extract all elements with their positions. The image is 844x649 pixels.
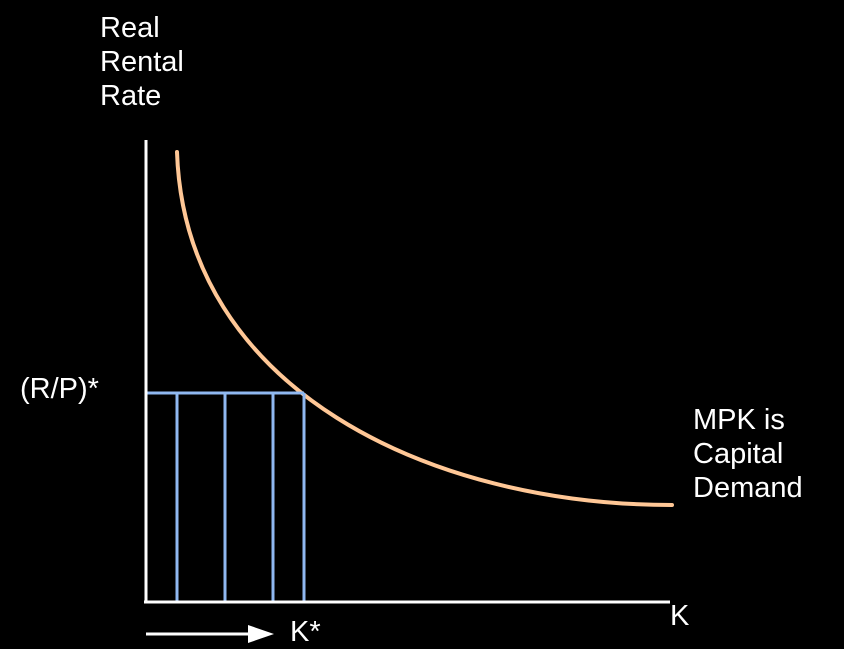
y-axis-label-line: Rate [100, 80, 162, 112]
curve-label-line: Capital [693, 438, 784, 470]
arrow-right-icon [146, 625, 274, 643]
y-axis-label-line: Real [100, 12, 160, 44]
mpk-curve-label: MPK is Capital Demand [693, 403, 803, 505]
y-axis-label: Real Rental Rate [100, 11, 184, 113]
capital-bars [146, 391, 306, 601]
x-axis-label: K [670, 600, 690, 632]
curve-label-line: MPK is [693, 404, 785, 436]
k-star-label: K* [290, 616, 321, 648]
mpk-demand-curve [175, 150, 674, 507]
curve-label-line: Demand [693, 472, 803, 504]
y-axis-label-line: Rental [100, 46, 184, 78]
r-p-star-label: (R/P)* [20, 373, 99, 405]
